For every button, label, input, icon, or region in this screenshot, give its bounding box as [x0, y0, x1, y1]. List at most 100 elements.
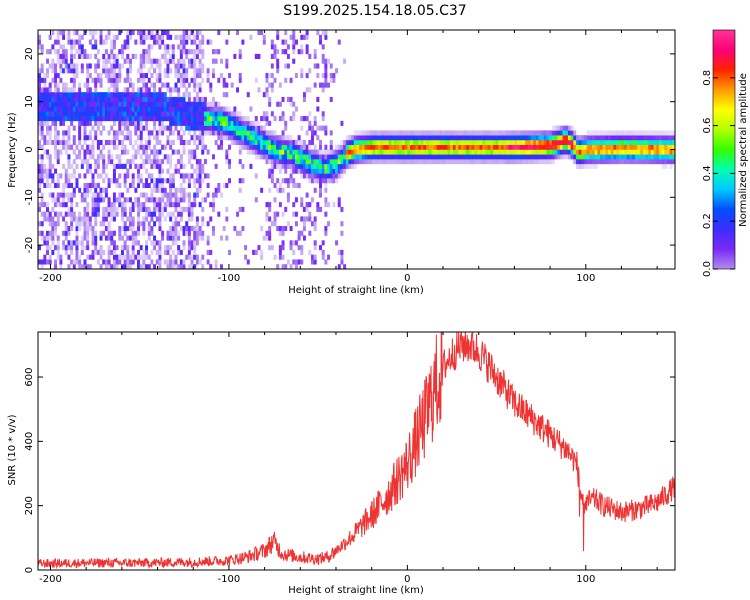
heatmap-cell	[327, 58, 331, 64]
heatmap-cell	[439, 149, 443, 155]
heatmap-cell	[195, 225, 199, 232]
heatmap-cell	[166, 245, 170, 251]
heatmap-cell	[182, 139, 186, 146]
heatmap-cell	[375, 144, 379, 150]
heatmap-cell	[431, 135, 435, 141]
heatmap-cell	[80, 116, 84, 122]
heatmap-cell	[185, 254, 189, 260]
heatmap-cell	[78, 173, 82, 179]
heatmap-cell	[137, 178, 141, 184]
heatmap-cell	[177, 230, 181, 236]
heatmap-cell	[182, 34, 186, 40]
heatmap-cell	[193, 139, 197, 146]
heatmap-cell	[40, 63, 44, 69]
heatmap-cell	[201, 216, 205, 222]
heatmap-cell	[110, 178, 114, 184]
heatmap-cell	[64, 68, 68, 74]
heatmap-cell	[554, 135, 558, 141]
heatmap-cell	[329, 77, 333, 83]
heatmap-cell	[206, 111, 210, 117]
heatmap-cell	[46, 211, 50, 217]
heatmap-cell	[147, 30, 151, 36]
heatmap-cell	[54, 144, 58, 150]
heatmap-cell	[56, 159, 60, 165]
heatmap-cell	[372, 139, 376, 146]
heatmap-cell	[420, 139, 424, 146]
heatmap-cell	[359, 159, 363, 165]
heatmap-cell	[238, 139, 242, 146]
heatmap-cell	[104, 259, 108, 265]
heatmap-cell	[137, 254, 141, 260]
heatmap-cell	[640, 159, 644, 165]
heatmap-cell	[78, 130, 82, 136]
heatmap-cell	[51, 96, 55, 102]
heatmap-cell	[305, 130, 309, 136]
heatmap-cell	[179, 182, 183, 189]
heatmap-cell	[107, 235, 111, 241]
heatmap-cell	[203, 125, 207, 131]
heatmap-cell	[112, 197, 116, 203]
heatmap-cell	[54, 259, 58, 265]
heatmap-cell	[190, 77, 194, 83]
heatmap-cell	[120, 49, 124, 55]
heatmap-cell	[171, 240, 175, 246]
heatmap-cell	[67, 63, 71, 69]
heatmap-cell	[166, 154, 170, 160]
heatmap-cell	[193, 125, 197, 131]
heatmap-cell	[557, 139, 561, 146]
heatmap-cell	[426, 144, 430, 150]
heatmap-cell	[115, 106, 119, 112]
colorbar-gradient	[712, 29, 736, 270]
heatmap-cell	[300, 73, 304, 79]
heatmap-cell	[158, 87, 162, 93]
heatmap-cell	[102, 125, 106, 131]
heatmap-cell	[110, 240, 114, 246]
heatmap-cell	[112, 130, 116, 136]
heatmap-cell	[412, 139, 416, 146]
heatmap-cell	[460, 130, 464, 136]
heatmap-cell	[139, 58, 143, 64]
spectrogram-y-tick-label: -20	[24, 237, 35, 253]
heatmap-cell	[142, 82, 146, 88]
heatmap-cell	[490, 154, 494, 160]
heatmap-cell	[276, 211, 280, 217]
heatmap-cell	[637, 144, 641, 150]
heatmap-cell	[640, 130, 644, 136]
heatmap-cell	[316, 206, 320, 212]
heatmap-cell	[238, 144, 242, 150]
heatmap-cell	[605, 154, 609, 160]
heatmap-cell	[131, 82, 135, 88]
heatmap-cell	[145, 249, 149, 255]
heatmap-cell	[190, 163, 194, 169]
heatmap-cell	[80, 192, 84, 198]
heatmap-cell	[324, 230, 328, 236]
heatmap-cell	[115, 264, 119, 269]
heatmap-cell	[72, 139, 76, 146]
heatmap-cell	[252, 125, 256, 131]
heatmap-cell	[158, 73, 162, 79]
heatmap-cell	[364, 130, 368, 136]
heatmap-cell	[359, 149, 363, 155]
heatmap-cell	[402, 159, 405, 165]
heatmap-cell	[190, 154, 194, 160]
heatmap-cell	[161, 159, 165, 165]
heatmap-cell	[375, 130, 379, 136]
heatmap-cell	[163, 144, 167, 150]
heatmap-cell	[72, 111, 76, 117]
heatmap-cell	[123, 225, 127, 232]
heatmap-cell	[193, 96, 197, 102]
heatmap-cell	[67, 125, 71, 131]
heatmap-cell	[305, 87, 309, 93]
heatmap-cell	[64, 49, 68, 55]
heatmap-cell	[56, 154, 60, 160]
heatmap-cell	[104, 216, 108, 222]
heatmap-cell	[126, 53, 130, 59]
heatmap-cell	[185, 39, 189, 45]
heatmap-cell	[431, 144, 435, 150]
heatmap-cell	[193, 116, 197, 122]
heatmap-cell	[182, 49, 186, 55]
heatmap-cell	[388, 144, 392, 150]
heatmap-cell	[618, 154, 622, 160]
heatmap-cell	[476, 154, 480, 160]
heatmap-cell	[201, 120, 205, 126]
